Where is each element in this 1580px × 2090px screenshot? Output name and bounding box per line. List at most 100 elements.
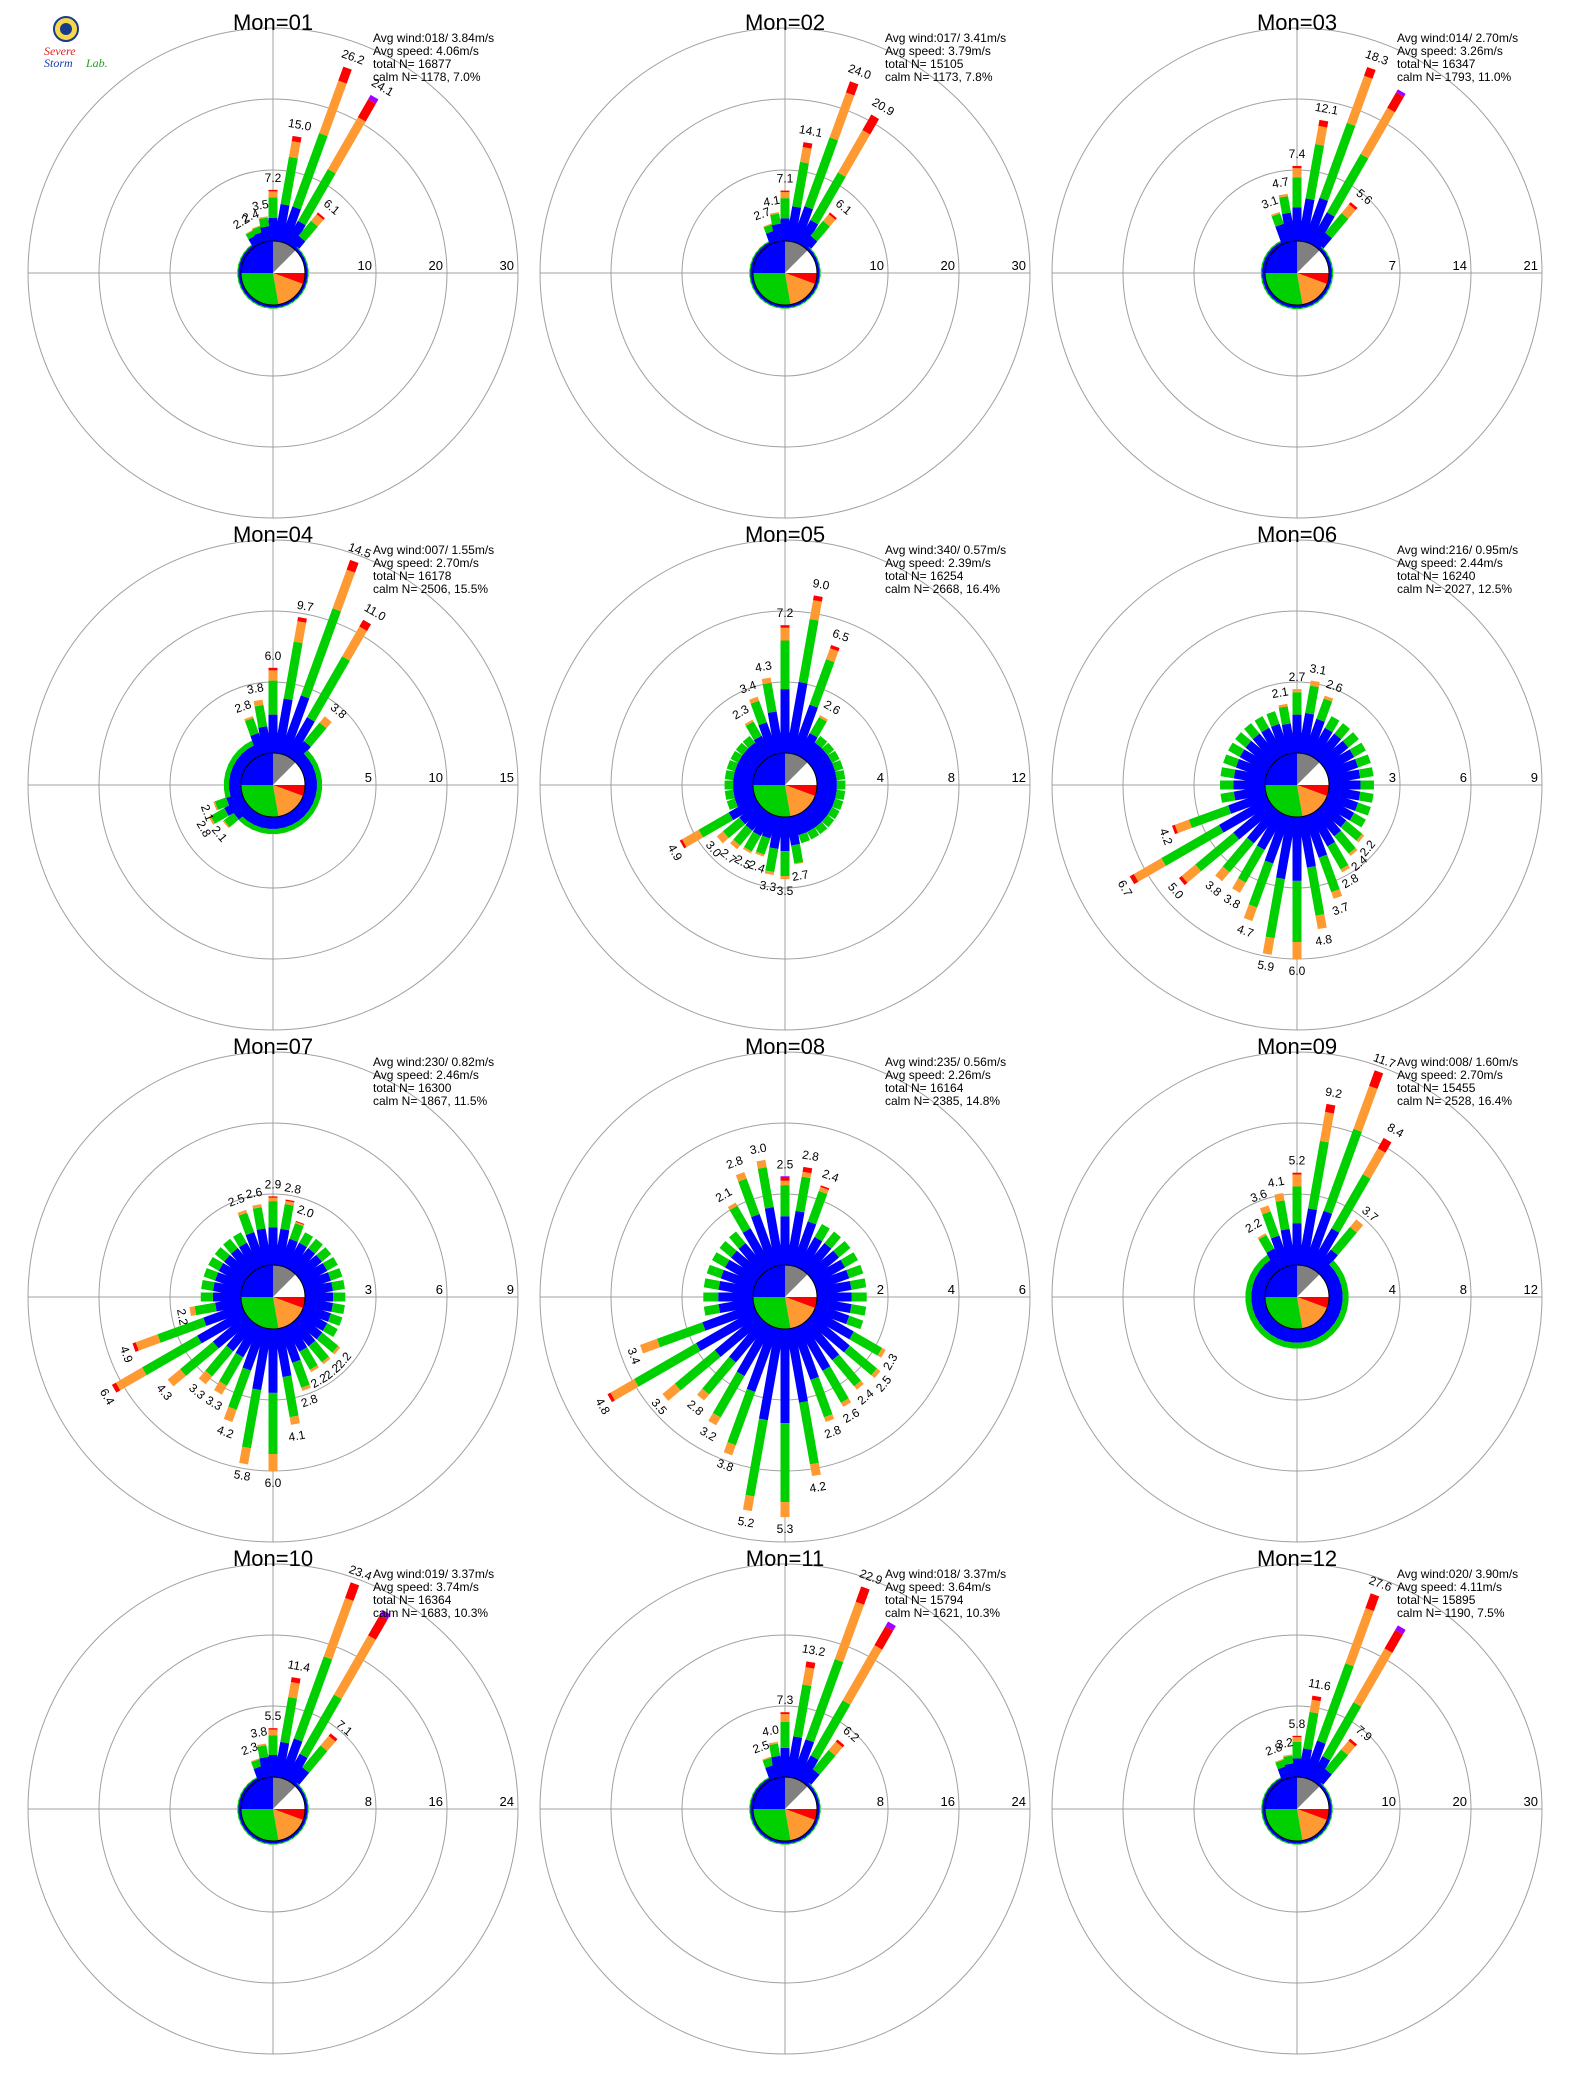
bar-segment: [849, 1331, 883, 1356]
bar-segment: [1324, 1749, 1349, 1775]
bar-segment: [751, 286, 758, 295]
calm-slice: [1297, 273, 1329, 284]
bar-segment: [1298, 1748, 1312, 1779]
bar-segment: [1261, 727, 1285, 760]
bar-segment: [274, 698, 293, 755]
bar-segment: [871, 1368, 881, 1379]
bar-segment: [840, 1398, 852, 1407]
bar-label: 5.5: [265, 1709, 282, 1723]
bar-segment: [312, 795, 321, 807]
direction-bar-100: [815, 274, 821, 284]
bar-label: 11.4: [287, 1657, 312, 1675]
direction-bar-350: [1283, 1754, 1296, 1779]
bar-segment: [328, 1733, 338, 1742]
bar-segment: [1255, 1309, 1272, 1324]
bar-segment: [763, 300, 772, 307]
calm-slice: [273, 785, 305, 796]
bar-segment: [814, 735, 828, 749]
bar-label: 2.8: [299, 1391, 320, 1410]
bar-segment: [1325, 212, 1349, 239]
direction-bar-150: [285, 298, 295, 307]
bar-segment: [800, 147, 812, 164]
direction-bar-240: [1263, 1821, 1272, 1831]
direction-bar-190: [260, 815, 272, 835]
direction-bar-340: [244, 716, 267, 757]
ring-label: 8: [877, 1794, 884, 1809]
bar-segment: [292, 133, 328, 210]
ring-3: [539, 539, 1031, 1031]
calm-slice: [241, 1809, 279, 1841]
direction-bar-10: [1298, 1103, 1336, 1267]
calm-circle: [752, 752, 818, 818]
direction-bar-100: [815, 786, 846, 800]
direction-bar-350: [769, 212, 784, 243]
direction-bar-330: [727, 1202, 773, 1272]
direction-bar-100: [1327, 1810, 1333, 1820]
direction-bar-300: [751, 251, 760, 261]
bar-segment: [813, 1269, 850, 1291]
direction-bar-300: [1263, 251, 1272, 261]
bar-segment: [1320, 1782, 1328, 1791]
direction-bar-30: [285, 1609, 391, 1784]
bar-segment: [214, 1247, 230, 1262]
bar-segment: [810, 1700, 851, 1760]
bar-segment: [253, 813, 267, 828]
bar-label: 9.7: [296, 598, 315, 615]
bar-segment: [215, 1298, 243, 1312]
bar-label: 2.4: [820, 1166, 841, 1185]
direction-bar-10: [1298, 680, 1320, 755]
ring-1: [1193, 1705, 1401, 1913]
direction-bar-320: [1260, 1254, 1280, 1276]
windrose-11: 8 16 24 7.3 13.2 22.9 6.2 2.54.0 Mon=11 Avg wind:…: [539, 1546, 1031, 2055]
direction-bar-340: [250, 1758, 267, 1781]
direction-bar-170: [786, 1327, 821, 1477]
bar-segment: [1270, 1832, 1279, 1840]
bar-segment: [754, 291, 762, 300]
bar-segment: [714, 1314, 764, 1357]
bar-segment: [1353, 1648, 1393, 1707]
bar-segment: [242, 291, 250, 300]
stats-line: total N= 16254: [885, 569, 964, 583]
direction-bar-40: [802, 735, 828, 764]
direction-bar-200: [256, 1837, 267, 1844]
direction-bar-20: [791, 1185, 830, 1269]
bar-segment: [1264, 1259, 1280, 1276]
ring-2: [1122, 1634, 1472, 1984]
direction-bar-140: [802, 294, 812, 304]
bar-label: 2.4: [241, 206, 262, 225]
calm-pie: [240, 1264, 306, 1330]
stats-line: Avg speed: 3.26m/s: [1397, 44, 1503, 58]
bar-segment: [1309, 1322, 1324, 1339]
bar-segment: [289, 1415, 300, 1425]
bar-segment: [303, 1298, 334, 1312]
direction-bar-20: [1303, 66, 1376, 245]
bar-segment: [805, 1661, 816, 1669]
direction-bar-130: [294, 802, 314, 820]
bar-label: 3.7: [1330, 899, 1351, 918]
bar-segment: [607, 1392, 615, 1403]
bar-segment: [251, 1775, 260, 1782]
bar-segment: [809, 659, 835, 708]
bar-segment: [280, 156, 298, 206]
bar-segment: [280, 1204, 294, 1231]
bar-segment: [228, 1367, 251, 1410]
direction-bar-190: [742, 1327, 784, 1512]
direction-bar-210: [244, 810, 261, 830]
bar-segment: [290, 235, 306, 252]
bar-segment: [297, 168, 336, 226]
bar-segment: [322, 1323, 338, 1338]
bar-label: 2.8: [801, 1147, 820, 1164]
bar-segment: [1266, 291, 1274, 300]
bar-segment: [1245, 1300, 1253, 1311]
direction-bar-280: [749, 1798, 755, 1808]
bar-segment: [285, 810, 299, 826]
bar-segment: [1338, 1308, 1347, 1319]
bar-segment: [742, 846, 752, 854]
bar-segment: [802, 742, 822, 764]
direction-bar-220: [1260, 1318, 1280, 1340]
bar-segment: [1275, 223, 1291, 245]
bar-segment: [828, 1741, 843, 1756]
direction-bar-210: [1275, 298, 1285, 307]
direction-bar-250: [1262, 1815, 1269, 1826]
